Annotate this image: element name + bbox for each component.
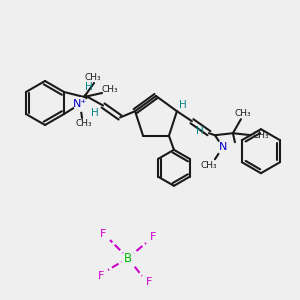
Text: F: F	[150, 232, 156, 242]
Text: N⁺: N⁺	[73, 99, 87, 109]
Text: H: H	[196, 126, 204, 136]
Text: CH₃: CH₃	[102, 85, 118, 94]
Text: F: F	[100, 229, 106, 239]
Text: H: H	[91, 109, 99, 118]
Text: N: N	[219, 142, 227, 152]
Text: B: B	[124, 251, 132, 265]
Text: F: F	[146, 277, 152, 287]
Text: CH₃: CH₃	[85, 73, 101, 82]
Text: CH₃: CH₃	[201, 161, 217, 170]
Text: H: H	[179, 100, 187, 110]
Text: CH₃: CH₃	[76, 119, 92, 128]
Text: CH₃: CH₃	[253, 131, 269, 140]
Text: CH₃: CH₃	[235, 109, 251, 118]
Text: F: F	[98, 271, 104, 281]
Text: H: H	[85, 82, 93, 92]
